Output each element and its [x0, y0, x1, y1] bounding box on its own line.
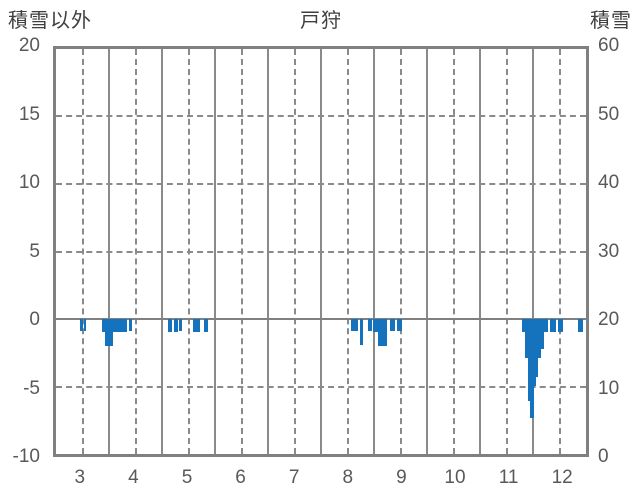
right-axis-tick-label: 30: [598, 240, 620, 262]
bar: [359, 318, 364, 345]
bar: [167, 318, 173, 333]
bar: [544, 318, 549, 333]
x-axis-tick-label: 8: [342, 467, 354, 488]
left-axis-tick-label: 0: [29, 309, 40, 330]
x-axis-tick-label: 11: [498, 467, 519, 488]
bar: [192, 318, 200, 333]
bar: [527, 318, 531, 402]
chart-title: 戸狩: [300, 10, 342, 32]
plot-inner: [56, 49, 586, 454]
x-axis-tick-label: 6: [235, 467, 246, 488]
right-axis-tick-label: 60: [598, 35, 620, 56]
bar: [84, 318, 87, 332]
left-axis-tick-label: 20: [18, 35, 40, 56]
left-axis-tick-label: -10: [12, 446, 40, 467]
bar: [535, 318, 539, 378]
bar: [179, 318, 183, 332]
x-axis-tick-label: 9: [396, 467, 407, 488]
gridline-horizontal-dashed: [56, 250, 586, 253]
bar: [389, 318, 396, 332]
x-axis-tick-label: 5: [181, 467, 193, 488]
gridline-horizontal-dashed: [56, 385, 586, 388]
bar: [550, 318, 556, 333]
bar: [541, 318, 545, 349]
bar: [578, 318, 583, 333]
plot-area: [53, 46, 589, 457]
gridline-horizontal-dashed: [56, 182, 586, 185]
bar: [367, 318, 373, 332]
x-axis-tick-label: 4: [128, 467, 139, 488]
bar: [557, 318, 564, 333]
bar: [538, 318, 542, 359]
bar: [397, 318, 403, 332]
left-axis-tick-label: 5: [29, 240, 40, 262]
bar: [351, 318, 359, 332]
right-axis-tick-label: 0: [598, 446, 609, 467]
left-axis-tick-label: 15: [18, 103, 40, 125]
right-axis-title: 積雪: [590, 10, 632, 32]
bar: [174, 318, 178, 333]
bar: [522, 318, 526, 333]
bar: [129, 318, 133, 332]
x-axis-tick-label: 7: [288, 467, 300, 488]
x-axis-tick-label: 3: [74, 467, 86, 488]
left-axis-tick-label: -5: [23, 377, 40, 399]
zero-line: [56, 317, 586, 320]
bar: [102, 318, 105, 333]
bar: [204, 318, 209, 333]
bar: [533, 318, 536, 387]
bar: [530, 318, 534, 418]
gridline-horizontal-dashed: [56, 115, 586, 118]
right-axis-tick-label: 40: [598, 172, 620, 193]
right-axis-tick-label: 20: [598, 309, 620, 330]
bar: [112, 318, 127, 333]
right-axis-tick-label: 50: [598, 103, 620, 125]
x-axis-tick-label: 12: [551, 467, 573, 488]
x-axis-tick-label: 10: [444, 467, 466, 488]
bar: [104, 318, 113, 346]
bar: [80, 318, 84, 332]
right-axis-tick-label: 10: [598, 377, 620, 399]
bar: [378, 318, 388, 346]
left-axis-tick-label: 10: [18, 172, 40, 193]
bar: [525, 318, 528, 359]
left-axis-title: 積雪以外: [8, 10, 92, 32]
bar: [373, 318, 379, 333]
